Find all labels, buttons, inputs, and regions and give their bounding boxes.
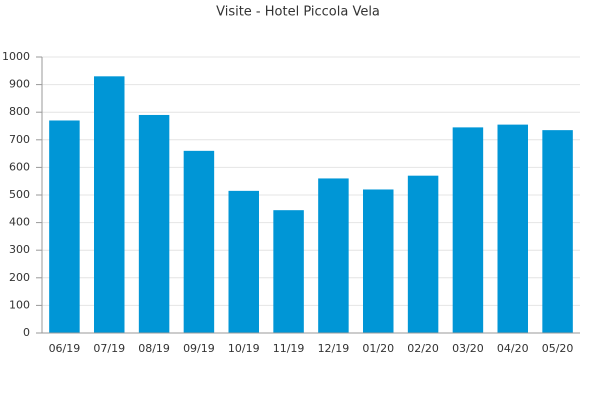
- bar: [318, 178, 349, 333]
- bar: [452, 127, 484, 333]
- x-tick-label: 02/20: [407, 342, 439, 355]
- bar: [363, 189, 394, 333]
- chart-title: Visite - Hotel Piccola Vela: [216, 5, 380, 20]
- y-tick-label: 1000: [2, 50, 30, 63]
- bar: [497, 124, 528, 334]
- y-tick-label: 900: [9, 78, 30, 91]
- x-tick-label: 11/19: [273, 342, 305, 355]
- y-tick-label: 0: [23, 326, 30, 339]
- y-tick-label: 800: [9, 105, 30, 118]
- x-tick-label: 09/19: [183, 342, 215, 355]
- y-tick-label: 400: [9, 216, 30, 229]
- bar: [407, 175, 439, 333]
- x-tick-label: 05/20: [542, 342, 574, 355]
- x-tick-label: 08/19: [138, 342, 170, 355]
- bar: [273, 210, 304, 333]
- x-tick-label: 10/19: [228, 342, 260, 355]
- x-tick-label: 12/19: [318, 342, 350, 355]
- bar: [94, 76, 125, 333]
- bar: [542, 130, 573, 333]
- x-tick-label: 01/20: [362, 342, 394, 355]
- y-tick-label: 600: [9, 160, 30, 173]
- y-tick-label: 300: [9, 243, 30, 256]
- x-tick-label: 06/19: [49, 342, 81, 355]
- y-tick-label: 100: [9, 298, 30, 311]
- bar: [138, 114, 170, 334]
- bar: [49, 120, 80, 333]
- y-tick-label: 200: [9, 271, 30, 284]
- x-tick-label: 04/20: [497, 342, 529, 355]
- y-tick-label: 700: [9, 133, 30, 146]
- x-tick-label: 07/19: [93, 342, 125, 355]
- x-tick-label: 03/20: [452, 342, 484, 355]
- bar: [183, 150, 215, 333]
- y-tick-label: 500: [9, 188, 30, 201]
- bar: [228, 190, 259, 333]
